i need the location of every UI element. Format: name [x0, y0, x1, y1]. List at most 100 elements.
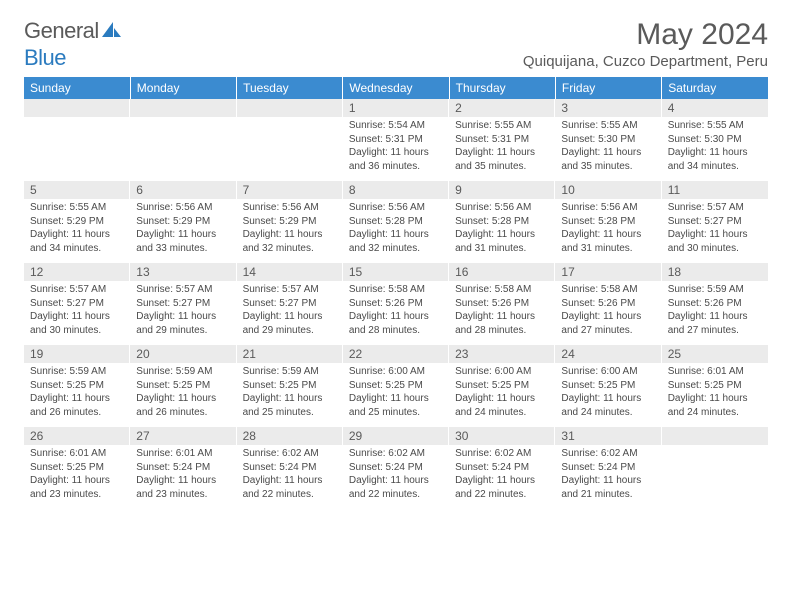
day-line: Sunrise: 5:56 AM [136, 201, 230, 215]
day-line: Sunset: 5:25 PM [30, 461, 124, 475]
day-line: Sunrise: 5:56 AM [455, 201, 549, 215]
day-line: Daylight: 11 hours [136, 474, 230, 488]
day-line: Sunrise: 5:55 AM [561, 119, 655, 133]
calendar-cell: 20Sunrise: 5:59 AMSunset: 5:25 PMDayligh… [130, 345, 236, 427]
day-line: and 21 minutes. [561, 488, 655, 502]
day-line: Sunrise: 5:57 AM [243, 283, 337, 297]
calendar-cell: 25Sunrise: 6:01 AMSunset: 5:25 PMDayligh… [662, 345, 768, 427]
day-line: Daylight: 11 hours [668, 310, 762, 324]
day-line: and 23 minutes. [30, 488, 124, 502]
day-line: and 36 minutes. [349, 160, 443, 174]
day-line: Sunrise: 6:02 AM [561, 447, 655, 461]
day-line: and 30 minutes. [30, 324, 124, 338]
calendar-cell [130, 99, 236, 181]
day-line: and 24 minutes. [455, 406, 549, 420]
day-line: Sunset: 5:31 PM [349, 133, 443, 147]
day-body: Sunrise: 5:58 AMSunset: 5:26 PMDaylight:… [555, 281, 661, 341]
day-number: 17 [555, 263, 661, 281]
day-number [24, 99, 130, 117]
day-line: Sunrise: 5:59 AM [136, 365, 230, 379]
calendar-body: 1Sunrise: 5:54 AMSunset: 5:31 PMDaylight… [24, 99, 768, 509]
day-line: Sunset: 5:26 PM [455, 297, 549, 311]
day-line: Sunset: 5:24 PM [455, 461, 549, 475]
calendar-cell: 11Sunrise: 5:57 AMSunset: 5:27 PMDayligh… [662, 181, 768, 263]
day-line: Daylight: 11 hours [668, 146, 762, 160]
day-line: and 22 minutes. [455, 488, 549, 502]
day-body: Sunrise: 5:59 AMSunset: 5:25 PMDaylight:… [24, 363, 130, 423]
day-line: and 35 minutes. [561, 160, 655, 174]
day-line: Sunset: 5:29 PM [136, 215, 230, 229]
day-line: Sunrise: 6:01 AM [136, 447, 230, 461]
day-line: Sunrise: 6:00 AM [455, 365, 549, 379]
day-line: Sunset: 5:26 PM [561, 297, 655, 311]
day-number: 25 [662, 345, 768, 363]
title-block: May 2024 Quiquijana, Cuzco Department, P… [523, 18, 768, 70]
calendar-cell: 14 Sunrise: 5:57 AMSunset: 5:27 PMDayligh… [237, 263, 343, 345]
calendar-week-row: 5Sunrise: 5:55 AMSunset: 5:29 PMDaylight… [24, 181, 768, 263]
day-line: and 32 minutes. [243, 242, 337, 256]
day-line: Daylight: 11 hours [561, 392, 655, 406]
day-line: Sunrise: 6:02 AM [243, 447, 337, 461]
day-number: 29 [343, 427, 449, 445]
day-line: Sunrise: 5:58 AM [349, 283, 443, 297]
day-line: Daylight: 11 hours [455, 310, 549, 324]
day-number [662, 427, 768, 445]
day-number: 31 [555, 427, 661, 445]
day-line: Sunset: 5:30 PM [668, 133, 762, 147]
day-line: and 25 minutes. [349, 406, 443, 420]
day-number: 22 [343, 345, 449, 363]
day-line: Sunrise: 5:56 AM [561, 201, 655, 215]
day-line: Daylight: 11 hours [243, 392, 337, 406]
day-line: and 35 minutes. [455, 160, 549, 174]
calendar-cell: 9Sunrise: 5:56 AMSunset: 5:28 PMDaylight… [449, 181, 555, 263]
day-line: Sunrise: 5:59 AM [30, 365, 124, 379]
day-body: Sunrise: 5:59 AMSunset: 5:25 PMDaylight:… [130, 363, 236, 423]
weekday-header: Saturday [662, 77, 768, 99]
day-body: Sunrise: 6:02 AMSunset: 5:24 PMDaylight:… [449, 445, 555, 505]
day-line: Sunset: 5:24 PM [349, 461, 443, 475]
day-number: 20 [130, 345, 236, 363]
day-line: Sunset: 5:25 PM [30, 379, 124, 393]
day-number: 7 [237, 181, 343, 199]
calendar-week-row: 26Sunrise: 6:01 AMSunset: 5:25 PMDayligh… [24, 427, 768, 509]
day-line: Sunset: 5:27 PM [243, 297, 337, 311]
day-line: Sunset: 5:24 PM [136, 461, 230, 475]
calendar-cell: 19Sunrise: 5:59 AMSunset: 5:25 PMDayligh… [24, 345, 130, 427]
day-number: 9 [449, 181, 555, 199]
calendar-cell [237, 99, 343, 181]
calendar-cell: 1Sunrise: 5:54 AMSunset: 5:31 PMDaylight… [343, 99, 449, 181]
day-body: Sunrise: 5:57 AMSunset: 5:27 PMDaylight:… [130, 281, 236, 341]
weekday-header: Wednesday [343, 77, 449, 99]
day-line: Daylight: 11 hours [561, 474, 655, 488]
calendar-cell: 4 Sunrise: 5:55 AMSunset: 5:30 PMDaylight… [662, 99, 768, 181]
day-number [130, 99, 236, 117]
day-number: 10 [555, 181, 661, 199]
weekday-header: Monday [130, 77, 236, 99]
day-line: and 28 minutes. [455, 324, 549, 338]
day-line: Sunrise: 5:56 AM [243, 201, 337, 215]
day-line: Sunset: 5:25 PM [349, 379, 443, 393]
day-line: Daylight: 11 hours [561, 228, 655, 242]
day-number: 4 [662, 99, 768, 117]
day-number: 13 [130, 263, 236, 281]
day-line: Sunrise: 6:02 AM [455, 447, 549, 461]
day-line: and 23 minutes. [136, 488, 230, 502]
day-line: Daylight: 11 hours [243, 474, 337, 488]
day-line: Daylight: 11 hours [455, 392, 549, 406]
calendar-cell: 17Sunrise: 5:58 AMSunset: 5:26 PMDayligh… [555, 263, 661, 345]
day-number: 14 [237, 263, 343, 281]
day-line: Daylight: 11 hours [30, 228, 124, 242]
day-line: Sunset: 5:24 PM [561, 461, 655, 475]
day-number: 27 [130, 427, 236, 445]
day-line: Sunrise: 5:54 AM [349, 119, 443, 133]
day-line: Daylight: 11 hours [243, 310, 337, 324]
day-line: Daylight: 11 hours [349, 474, 443, 488]
calendar-cell: 23Sunrise: 6:00 AMSunset: 5:25 PMDayligh… [449, 345, 555, 427]
day-line: Sunrise: 6:01 AM [668, 365, 762, 379]
calendar-cell: 2Sunrise: 5:55 AMSunset: 5:31 PMDaylight… [449, 99, 555, 181]
day-line: and 27 minutes. [561, 324, 655, 338]
day-body: Sunrise: 5:56 AMSunset: 5:28 PMDaylight:… [449, 199, 555, 259]
day-line: Sunrise: 5:55 AM [668, 119, 762, 133]
calendar-cell: 8Sunrise: 5:56 AMSunset: 5:28 PMDaylight… [343, 181, 449, 263]
day-line: Sunset: 5:24 PM [243, 461, 337, 475]
